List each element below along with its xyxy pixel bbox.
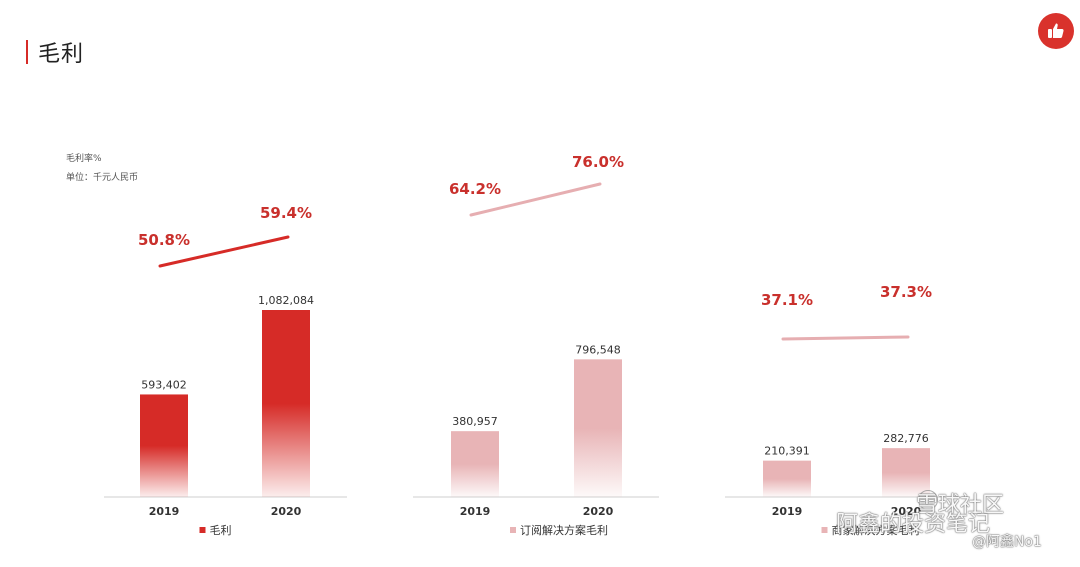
legend-label: 毛利 (210, 524, 232, 537)
bar-value-label: 210,391 (764, 445, 810, 458)
bar-value-label: 1,082,084 (258, 294, 314, 307)
legend-label: 商家解决方案毛利 (832, 523, 920, 537)
x-tick-label: 2020 (271, 505, 302, 518)
x-tick-label: 2019 (460, 505, 491, 518)
legend-swatch (510, 527, 516, 533)
margin-rate-label: 37.3% (880, 283, 932, 301)
margin-rate-line (469, 182, 602, 217)
thumbs-up-icon[interactable] (1038, 13, 1074, 49)
bar-2020 (574, 359, 622, 497)
bar-2020 (262, 310, 310, 497)
bar-2020 (882, 448, 930, 497)
x-tick-label: 2019 (149, 505, 180, 518)
margin-rate-line (781, 335, 910, 341)
legend-label: 订阅解决方案毛利 (520, 523, 608, 537)
bar-value-label: 282,776 (883, 432, 929, 445)
bar-2019 (140, 394, 188, 497)
rate-note: 毛利率% (66, 154, 102, 164)
legend-swatch (821, 527, 828, 533)
bar-value-label: 593,402 (141, 378, 187, 391)
snowball-logo-icon (918, 490, 938, 510)
bar-value-label: 380,957 (452, 415, 498, 428)
bar-2019 (763, 460, 811, 497)
margin-rate-label: 37.1% (761, 291, 813, 309)
x-tick-label: 2019 (772, 505, 803, 518)
title-accent-bar (26, 40, 28, 64)
margin-rate-label: 50.8% (138, 231, 190, 249)
bar-2019 (451, 431, 499, 497)
x-tick-label: 2020 (583, 505, 614, 518)
margin-rate-label: 59.4% (260, 204, 312, 222)
thumbs-up-glyph (1048, 23, 1064, 38)
unit-note: 单位：千元人民币 (66, 173, 139, 183)
margin-rate-label: 76.0% (572, 153, 624, 171)
margin-rate-label: 64.2% (449, 180, 501, 198)
x-tick-label: 2020 (891, 505, 922, 518)
page-title: 毛利 (38, 42, 85, 67)
bar-value-label: 796,548 (575, 343, 621, 356)
margin-rate-line (158, 235, 290, 268)
legend-swatch (199, 527, 206, 533)
